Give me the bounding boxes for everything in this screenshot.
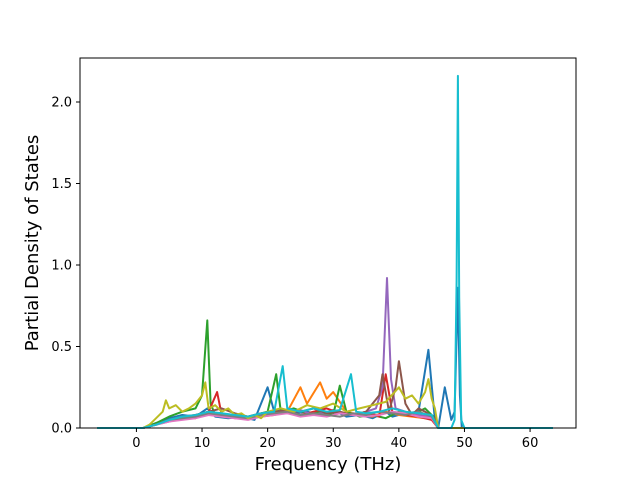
x-tick-label: 50	[456, 436, 473, 451]
series-line-9	[97, 378, 553, 429]
y-tick-label: 0.0	[51, 422, 72, 437]
plot-frame	[79, 57, 577, 429]
series-group	[97, 74, 553, 429]
series-line-10	[97, 74, 553, 429]
x-axis: 0 10 20 30 40 50 60	[132, 428, 538, 451]
x-tick-label: 20	[259, 436, 276, 451]
x-axis-title: Frequency (THz)	[255, 454, 402, 475]
x-tick-label: 40	[391, 436, 408, 451]
series-line-7	[97, 410, 553, 429]
y-tick-label: 1.5	[51, 177, 72, 192]
series-line-8	[97, 410, 553, 429]
y-tick-label: 0.5	[51, 340, 72, 355]
y-axis: 0.0 0.5 1.0 1.5 2.0	[51, 96, 80, 437]
y-tick-label: 1.0	[51, 259, 72, 274]
y-tick-label: 2.0	[51, 96, 72, 111]
series-line-5	[97, 277, 553, 429]
x-tick-label: 30	[325, 436, 342, 451]
x-tick-label: 10	[194, 436, 211, 451]
x-tick-label: 0	[132, 436, 140, 451]
x-tick-label: 60	[522, 436, 539, 451]
y-axis-title: Partial Density of States	[22, 135, 43, 352]
